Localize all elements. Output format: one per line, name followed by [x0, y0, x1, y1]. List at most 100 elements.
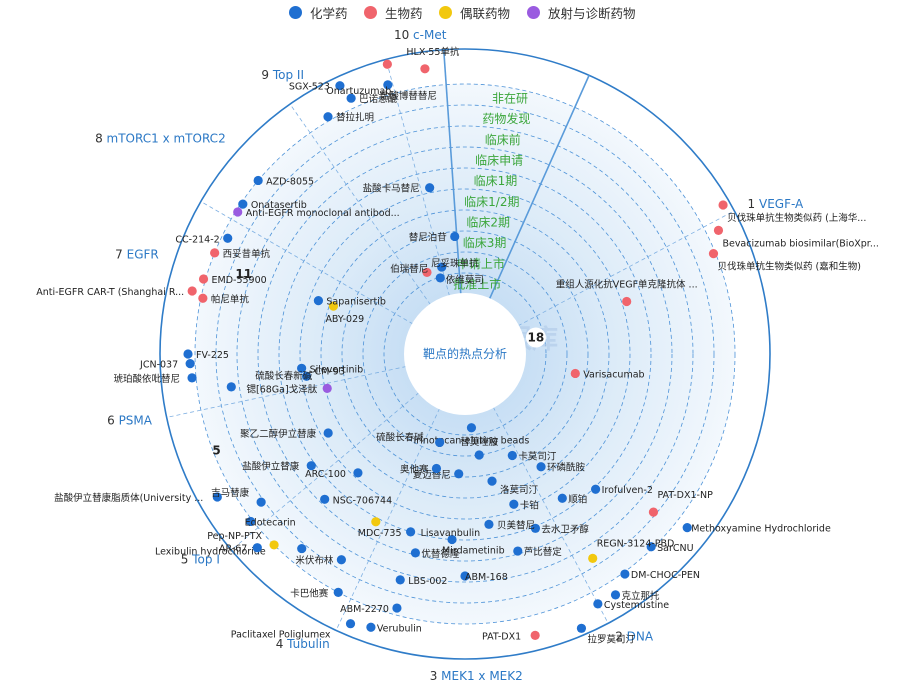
drug-marker[interactable]: Sapanisertib: [313, 296, 386, 308]
drug-marker[interactable]: 去水卫矛醇: [530, 523, 590, 535]
drug-dot[interactable]: [718, 200, 728, 210]
drug-marker[interactable]: 卡莫司汀: [507, 450, 557, 463]
drug-dot[interactable]: [431, 463, 442, 474]
drug-dot[interactable]: [223, 233, 233, 243]
drug-dot[interactable]: [323, 428, 333, 438]
drug-marker[interactable]: Silevertinib: [297, 363, 363, 376]
drug-marker[interactable]: Edotecarin: [245, 516, 296, 529]
drug-marker[interactable]: Verubulin: [366, 622, 422, 635]
drug-dot[interactable]: [682, 523, 692, 533]
drug-marker[interactable]: 替尼泊苷: [409, 231, 460, 243]
drug-dot[interactable]: [187, 286, 197, 296]
drug-dot[interactable]: [226, 382, 236, 392]
drug-marker[interactable]: Cystemustine: [593, 599, 669, 611]
drug-dot[interactable]: [570, 368, 580, 379]
drug-dot[interactable]: [425, 183, 435, 193]
drug-marker[interactable]: 重组人源化抗VEGF单克隆抗体 ...: [556, 278, 698, 307]
drug-marker[interactable]: Onartuzumab: [326, 59, 392, 98]
drug-dot[interactable]: [392, 603, 402, 613]
drug-marker[interactable]: Varisacumab: [570, 368, 645, 381]
drug-dot[interactable]: [507, 450, 517, 461]
drug-dot[interactable]: [509, 499, 519, 509]
drug-marker[interactable]: AR-67: [219, 543, 262, 555]
drug-dot[interactable]: [484, 519, 494, 529]
legend-item-conjugate[interactable]: 偶联药物: [439, 3, 510, 21]
drug-dot[interactable]: [297, 543, 307, 554]
drug-marker[interactable]: FV-225: [183, 349, 229, 361]
drug-marker[interactable]: ARC-100: [305, 468, 363, 480]
drug-dot[interactable]: [420, 64, 430, 74]
drug-marker[interactable]: CM-93: [301, 366, 345, 381]
drug-dot[interactable]: [487, 476, 497, 486]
drug-dot[interactable]: [410, 548, 421, 558]
drug-dot[interactable]: [306, 461, 316, 471]
drug-dot[interactable]: [371, 517, 381, 527]
drug-marker[interactable]: 卡巴他赛: [290, 587, 343, 599]
drug-marker[interactable]: Methoxyamine Hydrochloride: [682, 523, 831, 535]
drug-dot[interactable]: [513, 546, 523, 556]
drug-marker[interactable]: 硫酸长春新碱: [226, 370, 313, 392]
drug-marker[interactable]: ABM-2270: [340, 603, 402, 615]
drug-marker[interactable]: Paclitaxel Poliglumex: [231, 619, 356, 641]
drug-dot[interactable]: [320, 494, 330, 504]
drug-marker[interactable]: 锶[68Ga]戈泽肽: [247, 383, 332, 395]
drug-dot[interactable]: [382, 59, 392, 69]
drug-marker[interactable]: CC-214-2: [175, 233, 233, 246]
drug-dot[interactable]: [620, 569, 630, 579]
drug-dot[interactable]: [366, 622, 376, 632]
drug-dot[interactable]: [576, 623, 587, 633]
drug-marker[interactable]: 盐酸卡马替尼: [363, 183, 435, 195]
drug-dot[interactable]: [238, 199, 248, 209]
drug-dot[interactable]: [713, 225, 724, 235]
drug-marker[interactable]: 奥他赛: [400, 463, 442, 475]
target-label[interactable]: 3 MEK1 x MEK2: [430, 669, 523, 683]
drug-marker[interactable]: Lexibulin hydrochloride: [155, 543, 307, 558]
target-label[interactable]: 5 Top I: [181, 553, 220, 567]
drug-marker[interactable]: 巴诺蒽醌: [346, 93, 398, 105]
drug-dot[interactable]: [590, 484, 601, 494]
drug-dot[interactable]: [313, 296, 324, 306]
drug-dot[interactable]: [353, 468, 363, 478]
drug-dot[interactable]: [406, 527, 416, 537]
drug-dot[interactable]: [460, 571, 470, 581]
drug-marker[interactable]: Irinotecan-eluting beads: [414, 423, 530, 447]
drug-dot[interactable]: [252, 543, 262, 553]
drug-marker[interactable]: 盐酸博替替尼: [380, 80, 437, 102]
drug-dot[interactable]: [187, 373, 197, 383]
drug-dot[interactable]: [530, 523, 541, 533]
target-label[interactable]: 1 VEGF-A: [748, 197, 805, 211]
drug-dot[interactable]: [474, 450, 484, 460]
drug-dot[interactable]: [198, 293, 208, 303]
drug-marker[interactable]: DM-CHOC-PEN: [620, 569, 700, 581]
drug-dot[interactable]: [466, 423, 477, 433]
drug-dot[interactable]: [610, 590, 621, 600]
drug-marker[interactable]: AZD-8055: [253, 175, 315, 188]
drug-marker[interactable]: 顺铂: [557, 493, 588, 505]
drug-marker[interactable]: LBS-002: [395, 575, 448, 587]
drug-dot[interactable]: [212, 492, 222, 502]
drug-dot[interactable]: [233, 207, 243, 217]
drug-marker[interactable]: 洛莫司汀: [487, 476, 539, 497]
drug-marker[interactable]: Anti-EGFR monoclonal antibod...: [233, 207, 400, 219]
drug-marker[interactable]: 克立那托: [610, 590, 660, 602]
drug-dot[interactable]: [447, 534, 457, 545]
drug-dot[interactable]: [435, 437, 445, 448]
drug-marker[interactable]: PAT-DX1: [482, 630, 540, 643]
drug-dot[interactable]: [437, 262, 447, 272]
drug-marker[interactable]: 贝美替尼: [484, 519, 535, 531]
drug-marker[interactable]: Irofulven-2: [590, 484, 653, 497]
drug-dot[interactable]: [210, 248, 220, 258]
drug-dot[interactable]: [435, 273, 445, 283]
drug-marker[interactable]: 西妥昔单抗: [210, 248, 271, 260]
drug-dot[interactable]: [450, 231, 460, 242]
target-label[interactable]: 2 DNA: [615, 630, 654, 644]
drug-dot[interactable]: [256, 497, 266, 507]
drug-marker[interactable]: 伯瑞替尼: [390, 263, 445, 283]
drug-dot[interactable]: [422, 267, 432, 278]
drug-dot[interactable]: [346, 93, 356, 103]
target-label[interactable]: 9 Top II: [261, 68, 304, 82]
drug-dot[interactable]: [536, 462, 546, 472]
drug-marker[interactable]: 聚乙二醇伊立替康: [240, 428, 333, 440]
drug-dot[interactable]: [345, 619, 356, 629]
drug-dot[interactable]: [301, 371, 312, 381]
